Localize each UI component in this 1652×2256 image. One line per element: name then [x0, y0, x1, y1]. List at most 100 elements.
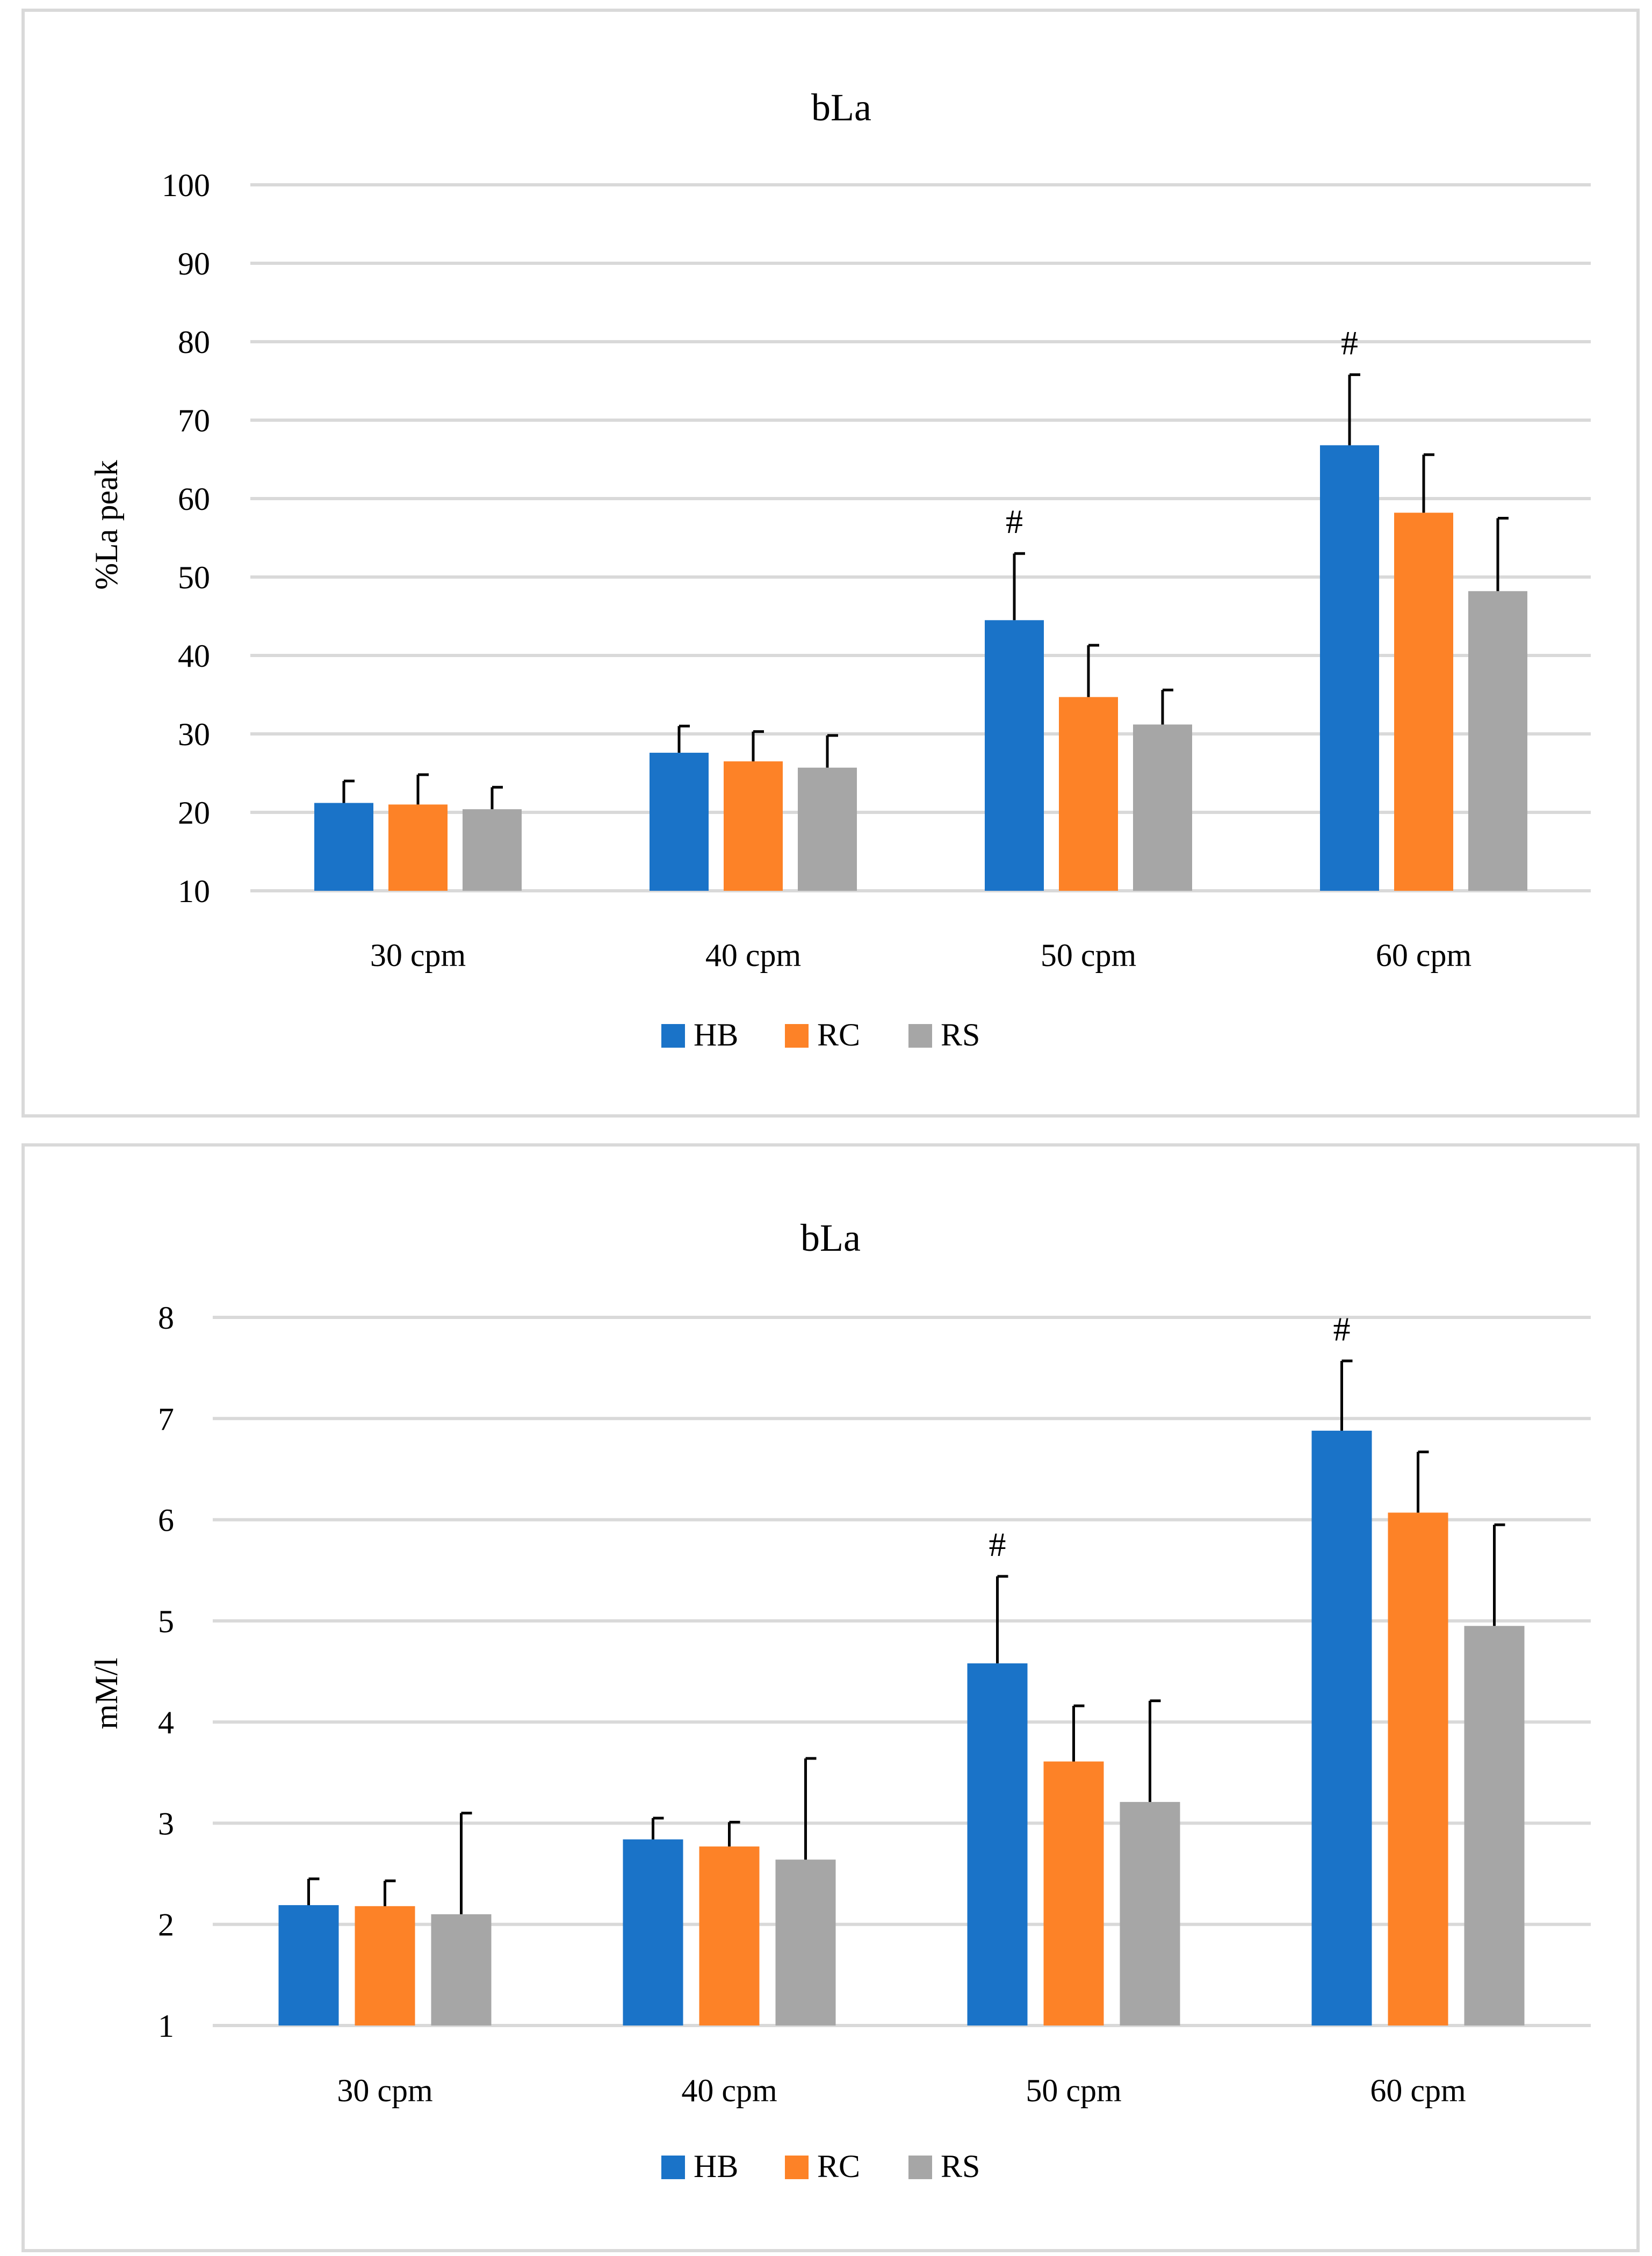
error-bar	[1340, 1359, 1353, 1431]
bar-hb	[623, 1839, 683, 2026]
x-category-label: 50 cpm	[1026, 2073, 1121, 2108]
y-tick-label: 5	[158, 1604, 174, 1639]
bar-rc	[1388, 1512, 1448, 2026]
y-axis-title: mM/l	[89, 1657, 124, 1729]
significance-annotation: #	[1341, 323, 1358, 362]
significance-annotation: #	[1006, 502, 1023, 540]
legend-label: HB	[694, 1017, 738, 1053]
bar-rc	[355, 1906, 415, 2026]
bar-rs	[463, 809, 522, 891]
legend-item-rs: RS	[908, 2149, 980, 2184]
bar-rc	[724, 761, 783, 891]
legend-item-rc: RC	[785, 2149, 860, 2184]
y-tick-label: 60	[178, 481, 210, 517]
error-bar	[996, 1575, 1008, 1663]
bar-rs	[775, 1859, 836, 2026]
bar-rs	[1120, 1801, 1180, 2026]
x-category-label: 40 cpm	[705, 938, 801, 973]
bar-rs	[798, 767, 857, 891]
bar-hb	[967, 1663, 1028, 2026]
bar-rc	[1394, 513, 1453, 891]
y-tick-label: 30	[178, 717, 210, 752]
y-tick-label: 8	[158, 1300, 174, 1336]
legend-item-rc: RC	[785, 1017, 860, 1053]
error-bar	[342, 780, 355, 803]
significance-annotation: #	[1333, 1310, 1351, 1348]
chart-title: bLa	[800, 1216, 861, 1259]
bar-rc	[1059, 697, 1118, 891]
error-bar	[1072, 1704, 1085, 1762]
bar-hb	[1320, 445, 1379, 891]
error-bar	[1087, 644, 1099, 697]
error-bar	[307, 1877, 320, 1905]
y-tick-label: 100	[162, 168, 210, 203]
significance-annotation: #	[989, 1525, 1006, 1563]
error-bar	[1422, 453, 1434, 513]
bar-hb	[985, 620, 1044, 891]
legend-swatch	[785, 1024, 809, 1048]
bar-rs	[1133, 724, 1192, 891]
chart-title: bLa	[811, 86, 871, 129]
error-bar	[1013, 552, 1025, 621]
x-category-label: 30 cpm	[337, 2073, 432, 2108]
legend-label: HB	[694, 2149, 738, 2184]
error-bar	[384, 1879, 396, 1906]
legend-label: RC	[817, 1017, 860, 1053]
legend-label: RS	[941, 1017, 980, 1053]
legend-label: RS	[941, 2149, 980, 2184]
legend-item-hb: HB	[661, 1017, 738, 1053]
y-tick-label: 40	[178, 638, 210, 674]
legend-swatch	[908, 1024, 932, 1048]
x-category-label: 30 cpm	[370, 938, 466, 973]
error-bar	[1348, 373, 1360, 445]
error-bar	[652, 1817, 664, 1840]
x-category-label: 50 cpm	[1041, 938, 1136, 973]
y-tick-label: 4	[158, 1705, 174, 1740]
legend-item-rs: RS	[908, 1017, 980, 1053]
error-bar	[677, 724, 690, 753]
y-tick-label: 1	[158, 2008, 174, 2044]
error-bar	[804, 1757, 817, 1860]
bar-hb	[1311, 1430, 1372, 2026]
bar-rs	[431, 1914, 492, 2026]
legend-swatch	[785, 2156, 809, 2179]
y-tick-label: 50	[178, 560, 210, 595]
plot-area: 10 20 30 40 50 60 70 80 90 100 30 cpm 40 cpm 50 cpm 6…	[162, 168, 1591, 1053]
y-tick-label: 6	[158, 1503, 174, 1538]
bar-rs	[1468, 591, 1527, 891]
x-category-label: 40 cpm	[681, 2073, 777, 2108]
bar-hb	[314, 803, 373, 891]
y-tick-label: 10	[178, 874, 210, 909]
error-bar	[490, 785, 503, 810]
error-bar	[752, 730, 764, 762]
y-axis-title: %La peak	[89, 460, 124, 590]
chart-panel-percent-la-peak: bLa %La peak 10 20 30 40 50 60 70 80 90 100 30 cpm…	[21, 9, 1640, 1118]
x-category-label: 60 cpm	[1370, 2073, 1466, 2108]
legend-swatch	[661, 1024, 685, 1048]
bar-rc	[388, 804, 448, 891]
error-bar	[826, 734, 838, 768]
error-bar	[460, 1812, 472, 1914]
legend-swatch	[908, 2156, 932, 2179]
bar-rs	[1464, 1626, 1525, 2026]
error-bar	[1496, 517, 1509, 592]
y-tick-label: 70	[178, 403, 210, 438]
error-bar	[728, 1821, 740, 1847]
bar-rc	[1043, 1761, 1104, 2026]
bar-hb	[650, 753, 709, 891]
bar-rc	[699, 1846, 760, 2026]
y-tick-label: 80	[178, 325, 210, 360]
error-bar	[1161, 688, 1173, 725]
error-bar	[1417, 1450, 1429, 1513]
bar-hb	[278, 1905, 339, 2026]
chart-panel-mm-per-l: bLa mM/l 1 2 3 4 5 6 7 8 30 cpm 40 cpm 50 cpm 60 cp…	[21, 1143, 1640, 2252]
x-category-label: 60 cpm	[1376, 938, 1471, 973]
plot-area: 1 2 3 4 5 6 7 8 30 cpm 40 cpm 50 cpm 60 cpm # # HB RC RS	[158, 1300, 1591, 2184]
y-tick-label: 7	[158, 1401, 174, 1437]
error-bar	[1149, 1699, 1161, 1802]
legend-item-hb: HB	[661, 2149, 738, 2184]
error-bar	[416, 773, 429, 805]
chart-svg-mm-per-l: bLa mM/l 1 2 3 4 5 6 7 8 30 cpm 40 cpm 50 cpm 60 cp…	[89, 1216, 1591, 2184]
error-bar	[1493, 1523, 1505, 1626]
chart-svg-percent-la-peak: bLa %La peak 10 20 30 40 50 60 70 80 90 100 30 cpm…	[89, 86, 1591, 1053]
